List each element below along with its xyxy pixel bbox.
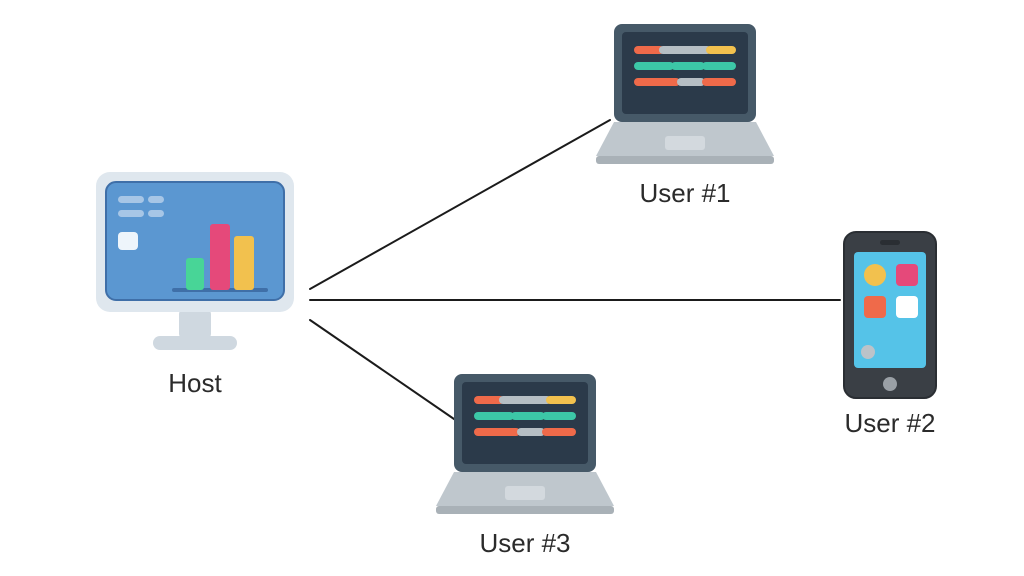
node-user3: User #3 bbox=[430, 370, 620, 559]
host-label: Host bbox=[168, 368, 221, 399]
smartphone-icon bbox=[840, 230, 940, 400]
user2-label: User #2 bbox=[844, 408, 935, 439]
node-user2: User #2 bbox=[840, 230, 940, 439]
node-user1: User #1 bbox=[590, 20, 780, 209]
laptop-icon bbox=[590, 20, 780, 170]
diagram-stage: Host User #1 User #2 User #3 bbox=[0, 0, 1024, 576]
node-host: Host bbox=[90, 160, 300, 399]
desktop-monitor-icon bbox=[90, 160, 300, 360]
user3-label: User #3 bbox=[479, 528, 570, 559]
user1-label: User #1 bbox=[639, 178, 730, 209]
laptop-icon bbox=[430, 370, 620, 520]
